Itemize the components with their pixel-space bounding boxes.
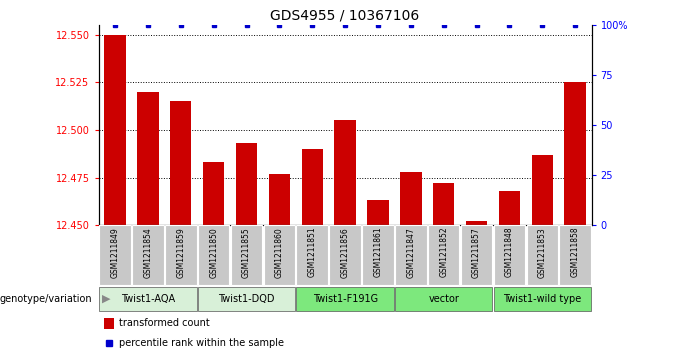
Text: vector: vector [428,294,459,303]
FancyBboxPatch shape [99,287,197,311]
Text: GSM1211855: GSM1211855 [242,227,251,278]
Text: percentile rank within the sample: percentile rank within the sample [119,338,284,348]
Text: Twist1-F191G: Twist1-F191G [313,294,377,303]
Bar [203,162,224,225]
FancyBboxPatch shape [231,225,262,285]
Text: GSM1211852: GSM1211852 [439,227,448,277]
FancyBboxPatch shape [428,225,460,285]
FancyBboxPatch shape [264,225,295,285]
Text: GSM1211851: GSM1211851 [308,227,317,277]
Bar [466,221,488,225]
FancyBboxPatch shape [198,287,295,311]
Text: GSM1211859: GSM1211859 [176,227,185,278]
Text: GSM1211860: GSM1211860 [275,227,284,278]
FancyBboxPatch shape [296,287,394,311]
Bar [103,318,114,329]
Title: GDS4955 / 10367106: GDS4955 / 10367106 [271,9,420,23]
FancyBboxPatch shape [494,287,591,311]
Text: ▶: ▶ [102,294,110,303]
FancyBboxPatch shape [99,225,131,285]
Bar [269,174,290,225]
Bar [532,155,553,225]
Text: Twist1-DQD: Twist1-DQD [218,294,275,303]
FancyBboxPatch shape [494,225,525,285]
Bar [564,82,586,225]
Text: GSM1211861: GSM1211861 [373,227,382,277]
FancyBboxPatch shape [132,225,164,285]
FancyBboxPatch shape [362,225,394,285]
Text: GSM1211858: GSM1211858 [571,227,579,277]
Bar [236,143,257,225]
Text: GSM1211853: GSM1211853 [538,227,547,278]
Bar [104,35,126,225]
Bar [170,102,192,225]
FancyBboxPatch shape [526,225,558,285]
Text: GSM1211856: GSM1211856 [341,227,350,278]
FancyBboxPatch shape [395,287,492,311]
Text: GSM1211857: GSM1211857 [472,227,481,278]
FancyBboxPatch shape [198,225,229,285]
FancyBboxPatch shape [296,225,328,285]
FancyBboxPatch shape [461,225,492,285]
Bar [367,200,389,225]
FancyBboxPatch shape [329,225,361,285]
Bar [400,172,422,225]
Text: Twist1-wild type: Twist1-wild type [503,294,581,303]
Text: transformed count: transformed count [119,318,210,329]
Bar [433,183,454,225]
Text: Twist1-AQA: Twist1-AQA [121,294,175,303]
FancyBboxPatch shape [560,225,591,285]
Text: GSM1211847: GSM1211847 [407,227,415,278]
Bar [498,191,520,225]
Text: GSM1211848: GSM1211848 [505,227,514,277]
Text: GSM1211854: GSM1211854 [143,227,152,278]
Text: genotype/variation: genotype/variation [0,294,92,303]
Bar [335,121,356,225]
Text: GSM1211850: GSM1211850 [209,227,218,278]
FancyBboxPatch shape [165,225,197,285]
FancyBboxPatch shape [395,225,426,285]
Text: GSM1211849: GSM1211849 [111,227,120,278]
Bar [137,92,158,225]
Bar [301,149,323,225]
